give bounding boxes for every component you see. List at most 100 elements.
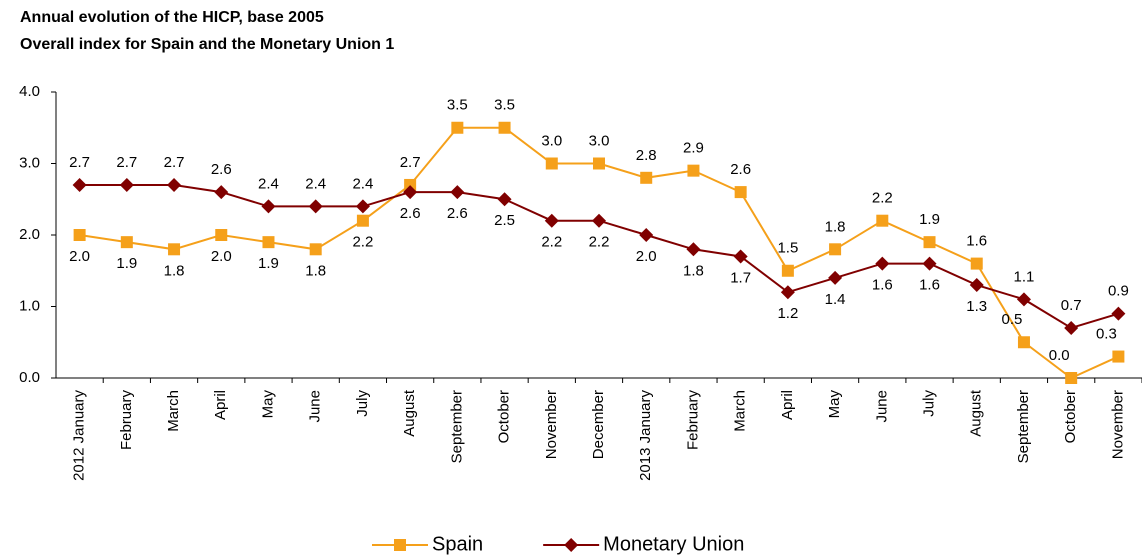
marker: [564, 538, 579, 552]
marker: [119, 177, 134, 192]
x-tick-label: June: [873, 390, 890, 423]
marker: [829, 243, 842, 256]
marker: [639, 228, 654, 242]
marker: [261, 199, 276, 214]
x-tick-label: September: [1015, 390, 1032, 463]
data-label: 1.8: [164, 262, 185, 279]
data-label: 2.0: [211, 248, 232, 265]
marker: [450, 185, 465, 200]
marker: [828, 270, 843, 285]
data-label: 3.5: [494, 97, 515, 114]
x-tick-label: October: [1062, 390, 1079, 443]
data-label: 0.9: [1108, 283, 1129, 300]
marker: [969, 278, 984, 293]
x-tick-label: July: [920, 390, 937, 417]
x-tick-label: 2012 January: [71, 390, 88, 481]
marker: [875, 256, 890, 271]
marker: [394, 539, 406, 551]
marker: [780, 285, 795, 300]
marker: [404, 178, 417, 191]
x-tick-label: October: [496, 390, 513, 443]
data-label: 1.8: [825, 218, 846, 235]
x-tick-label: May: [259, 390, 276, 419]
data-label: 0.7: [1061, 297, 1082, 314]
data-label: 1.6: [966, 233, 987, 250]
data-label: 3.5: [447, 97, 468, 114]
x-tick-label: March: [165, 390, 182, 432]
data-label: 0.3: [1096, 326, 1117, 343]
legend-label: Spain: [432, 533, 483, 555]
data-label: 2.7: [164, 154, 185, 171]
y-tick-label: 0.0: [19, 369, 40, 386]
data-label: 2.7: [116, 154, 137, 171]
marker: [733, 249, 748, 264]
data-label: 1.9: [919, 211, 940, 228]
data-label: 2.4: [258, 175, 279, 192]
marker: [309, 243, 322, 256]
data-label: 2.2: [589, 234, 610, 251]
x-tick-label: April: [779, 390, 796, 420]
data-label: 3.0: [541, 132, 562, 149]
data-label: 1.1: [1014, 268, 1035, 285]
marker: [262, 236, 275, 249]
marker: [308, 199, 323, 214]
marker: [640, 171, 653, 184]
marker: [72, 177, 87, 192]
marker: [970, 257, 983, 270]
data-label: 2.6: [730, 161, 751, 178]
x-tick-label: July: [354, 390, 371, 417]
data-label: 1.9: [258, 255, 279, 272]
marker: [498, 121, 511, 134]
y-tick-label: 2.0: [19, 226, 40, 243]
marker: [687, 164, 700, 177]
x-tick-label: February: [118, 390, 135, 451]
x-tick-label: November: [543, 390, 560, 459]
data-label: 2.9: [683, 140, 704, 157]
marker: [73, 229, 86, 241]
data-label: 1.5: [777, 240, 798, 257]
data-label: 1.2: [777, 305, 798, 322]
marker: [215, 229, 228, 241]
x-tick-label: August: [968, 389, 985, 437]
data-label: 3.0: [589, 132, 610, 149]
data-label: 2.6: [400, 205, 421, 222]
data-label: 1.7: [730, 269, 751, 286]
y-tick-label: 1.0: [19, 297, 40, 314]
data-label: 1.9: [116, 255, 137, 272]
marker: [214, 185, 229, 200]
marker: [1112, 350, 1125, 363]
data-label: 2.2: [872, 190, 893, 207]
data-label: 2.6: [211, 161, 232, 178]
marker: [167, 177, 182, 192]
data-label: 1.3: [966, 298, 987, 315]
marker: [781, 264, 794, 277]
data-label: 2.8: [636, 147, 657, 164]
data-label: 2.7: [69, 154, 90, 171]
marker: [120, 236, 133, 249]
marker: [451, 121, 464, 134]
marker: [592, 213, 606, 228]
data-label: 1.6: [872, 277, 893, 294]
x-tick-label: June: [307, 390, 324, 423]
data-label: 1.8: [305, 262, 326, 279]
marker: [356, 214, 369, 227]
data-label: 1.6: [919, 277, 940, 294]
marker: [593, 157, 605, 170]
marker: [1016, 292, 1031, 307]
data-label: 2.6: [447, 205, 468, 222]
x-tick-label: August: [401, 389, 418, 437]
x-tick-label: December: [590, 390, 607, 459]
y-tick-label: 3.0: [19, 154, 40, 171]
x-tick-label: May: [826, 390, 843, 419]
marker: [734, 186, 747, 199]
marker: [923, 236, 936, 249]
marker: [1111, 306, 1126, 321]
marker: [544, 213, 559, 228]
data-label: 0.0: [1049, 347, 1070, 364]
data-label: 2.4: [305, 175, 326, 192]
y-tick-label: 4.0: [19, 83, 40, 100]
chart-subtitle: Overall index for Spain and the Monetary…: [20, 36, 394, 53]
data-label: 2.0: [636, 248, 657, 265]
